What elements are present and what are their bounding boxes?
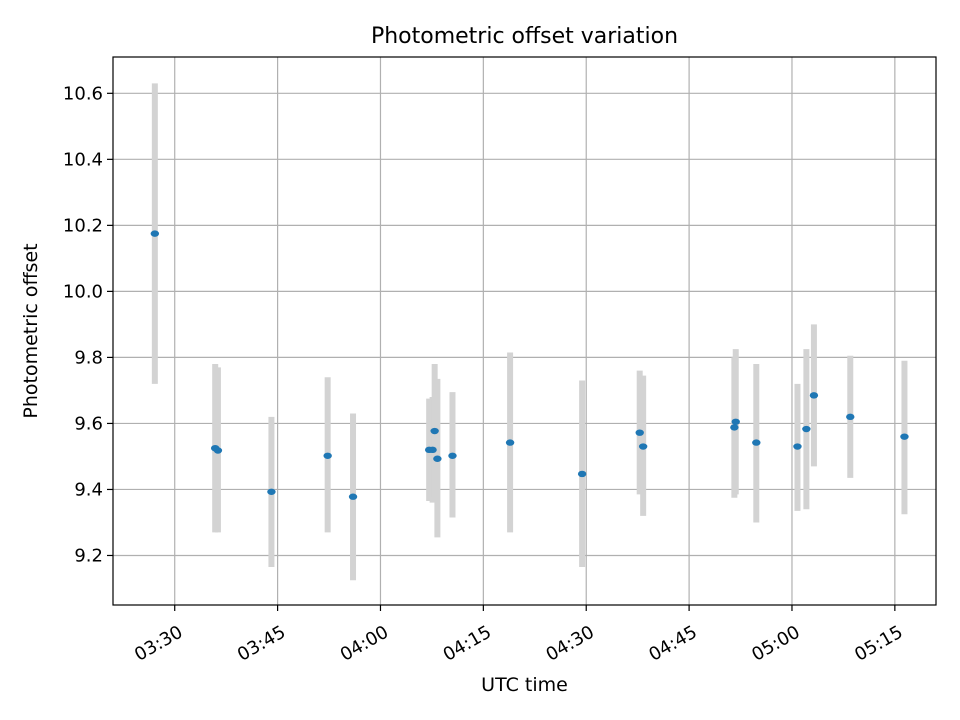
data-point xyxy=(752,439,761,446)
data-point xyxy=(348,493,358,500)
grid-lines xyxy=(113,57,936,605)
data-point xyxy=(730,424,739,431)
y-tick-label: 9.8 xyxy=(74,347,103,368)
data-point xyxy=(430,427,439,435)
y-tick-label: 10.2 xyxy=(63,215,103,236)
data-point xyxy=(433,455,442,462)
data-point xyxy=(846,413,855,421)
y-tick-label: 9.4 xyxy=(74,479,103,500)
y-axis-title: Photometric offset xyxy=(20,243,42,418)
data-point xyxy=(267,488,276,495)
x-axis-title: UTC time xyxy=(481,674,568,696)
data-point xyxy=(731,418,740,425)
y-tick-label: 9.2 xyxy=(74,545,103,566)
data-point xyxy=(150,230,160,237)
y-tick-label: 9.6 xyxy=(74,413,103,434)
data-point xyxy=(213,447,223,454)
data-point xyxy=(809,392,819,399)
data-point xyxy=(638,443,648,450)
data-point xyxy=(900,433,909,440)
data-point xyxy=(323,452,332,459)
plot-frame xyxy=(112,56,937,606)
y-axis-ticks: 9.2 9.4 9.6 9.8 10.0 10.2 10.4 10.6 xyxy=(63,83,113,566)
y-tick-label: 10.4 xyxy=(63,149,103,170)
data-point xyxy=(793,443,802,450)
data-point xyxy=(505,439,515,446)
data-point xyxy=(448,452,457,459)
data-point xyxy=(635,429,644,436)
y-tick-label: 10.6 xyxy=(63,83,103,104)
data-point xyxy=(428,446,437,454)
y-tick-label: 10.0 xyxy=(63,281,103,302)
data-point xyxy=(802,425,811,433)
data-points xyxy=(150,230,909,500)
data-point xyxy=(577,470,587,478)
chart-title: Photometric offset variation xyxy=(371,24,678,49)
